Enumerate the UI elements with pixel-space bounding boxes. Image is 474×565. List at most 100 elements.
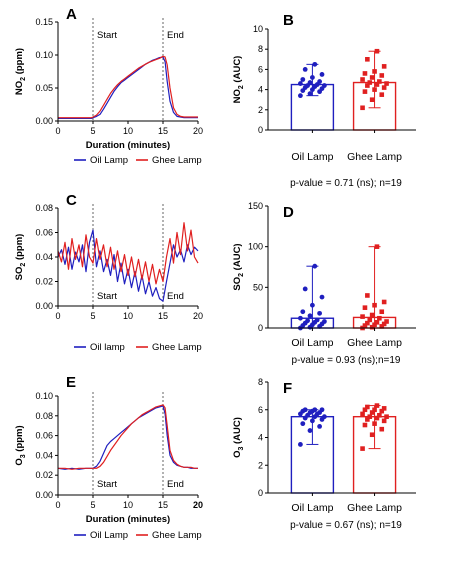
y-tick-label: 0: [258, 488, 263, 498]
y-tick-label: 0.02: [35, 277, 53, 287]
y-axis-label-text: NO2 (AUC): [232, 56, 245, 104]
data-point-oil: [322, 414, 327, 420]
data-point-oil: [319, 294, 325, 300]
data-point-ghee: [379, 324, 385, 329]
y-axis-label-text: SO2 (AUC): [232, 243, 245, 290]
data-point-oil: [310, 418, 315, 424]
y-tick-label: 0: [258, 125, 263, 135]
data-point-ghee: [372, 421, 377, 426]
y-tick-label: 2: [258, 105, 263, 115]
x-tick-label: 20: [193, 126, 203, 136]
x-tick-label: 20: [193, 500, 203, 510]
data-point-ghee: [374, 244, 380, 249]
ylabel-tail: (ppm): [14, 234, 25, 263]
data-point-ghee: [365, 83, 370, 88]
data-point-ghee: [360, 77, 365, 82]
panel-a: A Start End 0.00 0.05 0.10 0.15 0 5 10 15 20 Duratio…: [14, 6, 203, 166]
data-point-ghee: [369, 324, 375, 330]
data-point-ghee: [365, 417, 370, 422]
ylabel-subscript: 2: [238, 273, 245, 277]
data-point-oil: [298, 81, 303, 86]
y-tick-label: 0.10: [35, 50, 53, 60]
data-point-oil: [300, 309, 306, 315]
start-label: Start: [97, 479, 117, 490]
data-point-ghee: [372, 69, 377, 74]
data-point-ghee: [379, 408, 385, 414]
data-point-ghee: [362, 407, 368, 413]
series-line-oil: [58, 56, 198, 120]
ylabel-subscript: 3: [20, 454, 27, 458]
x-tick-label: 15: [158, 500, 168, 510]
data-point-ghee: [372, 407, 377, 413]
data-point-ghee: [374, 415, 380, 421]
x-axis-label: Duration (minutes): [86, 514, 170, 525]
x-tick-label: 0: [55, 311, 60, 321]
data-point-oil: [300, 77, 306, 82]
data-point-ghee: [381, 299, 387, 305]
data-point-oil: [322, 83, 327, 88]
data-point-ghee: [379, 426, 385, 432]
data-point-ghee: [377, 413, 382, 418]
y-tick-label: 0.00: [35, 490, 53, 500]
data-point-oil: [298, 93, 303, 99]
data-point-ghee: [377, 315, 382, 321]
data-point-ghee: [369, 410, 375, 415]
y-axis-label: NO2 (AUC): [232, 56, 245, 104]
p-value-label: p-value = 0.93 (ns);n=19: [292, 355, 401, 366]
panel-c: C Start End 0.00 0.02 0.04 0.06 0.08 0 5 10 15 20 SO2…: [14, 192, 203, 353]
x-tick-label: 10: [123, 126, 133, 136]
data-point-oil: [319, 407, 325, 413]
y-axis-label-text: SO2 (ppm): [14, 234, 27, 281]
category-label: Ghee Lamp: [347, 151, 402, 163]
x-tick-label: 10: [123, 500, 133, 510]
y-tick-label: 50: [253, 282, 263, 292]
data-point-oil: [307, 428, 313, 433]
x-tick-label: 0: [55, 500, 60, 510]
panel-letter: B: [283, 12, 294, 29]
data-point-ghee: [379, 92, 385, 97]
data-point-oil: [317, 79, 322, 84]
data-point-oil: [317, 424, 322, 429]
data-point-oil: [307, 313, 313, 319]
end-label: End: [167, 30, 184, 41]
data-point-oil: [307, 80, 313, 85]
data-point-ghee: [381, 321, 387, 327]
y-axis-label-text: O3 (AUC): [232, 417, 245, 458]
ylabel-tail: (ppm): [14, 48, 25, 77]
legend-label-oil: Oil Lamp: [90, 155, 128, 166]
p-value-label: p-value = 0.71 (ns); n=19: [290, 178, 402, 189]
panel-letter: A: [66, 6, 77, 23]
data-point-ghee: [374, 82, 380, 87]
data-point-oil: [319, 72, 325, 77]
panel-f: F 0 2 4 6 8 Oil Lamp Ghee Lamp O3 (AUC) p-value =…: [232, 377, 416, 531]
data-point-ghee: [381, 406, 387, 411]
data-point-oil: [302, 286, 308, 292]
data-point-ghee: [369, 97, 375, 102]
start-label: Start: [97, 291, 117, 302]
series-line-ghee: [58, 404, 198, 470]
legend: Oil Lamp Ghee Lamp: [74, 530, 202, 541]
data-point-ghee: [384, 81, 389, 86]
y-tick-label: 10: [253, 24, 263, 34]
data-point-ghee: [374, 320, 380, 325]
data-point-ghee: [374, 48, 380, 54]
data-point-ghee: [372, 302, 377, 308]
legend: Oil lamp Ghee Lamp: [74, 342, 202, 353]
category-label: Ghee Lamp: [347, 502, 402, 514]
data-point-oil: [307, 91, 313, 97]
ylabel-main: SO: [232, 277, 243, 291]
y-tick-label: 0.15: [35, 17, 53, 27]
y-tick-label: 0.08: [35, 411, 53, 421]
category-label: Oil Lamp: [291, 337, 333, 349]
data-point-oil: [302, 67, 308, 72]
category-label: Oil Lamp: [291, 502, 333, 514]
y-tick-label: 8: [258, 44, 263, 54]
series-line-ghee: [58, 55, 198, 119]
data-point-oil: [302, 407, 308, 413]
data-point-oil: [310, 75, 315, 80]
legend-label-ghee: Ghee Lamp: [152, 342, 202, 353]
data-point-ghee: [381, 85, 387, 90]
data-point-ghee: [367, 414, 373, 419]
end-label: End: [167, 291, 184, 302]
